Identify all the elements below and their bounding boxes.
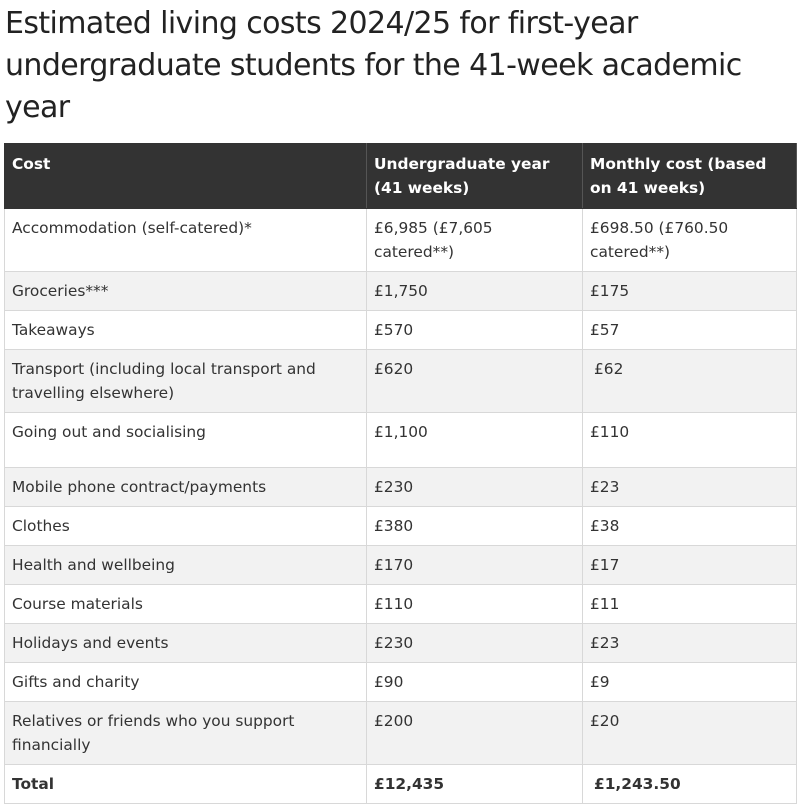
table-row: Going out and socialising £1,100 £110 [4, 412, 797, 468]
cost-label: Mobile phone contract/payments [4, 467, 367, 507]
total-year-cost: £12,435 [366, 764, 583, 804]
table-row: Health and wellbeing £170 £17 [4, 545, 797, 585]
cost-label: Course materials [4, 584, 367, 624]
table-row: Accommodation (self-catered)* £6,985 (£7… [4, 208, 797, 272]
monthly-cost: £698.50 (£760.50 catered**) [582, 208, 797, 272]
cost-label: Takeaways [4, 310, 367, 350]
cost-label: Clothes [4, 506, 367, 546]
monthly-cost: £11 [582, 584, 797, 624]
total-monthly-value: £1,243.50 [594, 775, 681, 793]
monthly-cost: £17 [582, 545, 797, 585]
cost-label: Holidays and events [4, 623, 367, 663]
monthly-cost: £57 [582, 310, 797, 350]
year-cost: £620 [366, 349, 583, 413]
monthly-cost: £175 [582, 271, 797, 311]
year-cost: £230 [366, 623, 583, 663]
cost-label: Gifts and charity [4, 662, 367, 702]
monthly-cost-value: £62 [594, 360, 624, 378]
cost-label: Groceries*** [4, 271, 367, 311]
cost-label: Transport (including local transport and… [4, 349, 367, 413]
total-label: Total [4, 764, 367, 804]
monthly-cost: £20 [582, 701, 797, 765]
monthly-cost: £23 [582, 467, 797, 507]
year-cost: £1,100 [366, 412, 583, 468]
year-cost: £1,750 [366, 271, 583, 311]
table-header-row: Cost Undergraduate year (41 weeks) Month… [4, 143, 797, 209]
table-row: Takeaways £570 £57 [4, 310, 797, 350]
monthly-cost: £23 [582, 623, 797, 663]
page-title: Estimated living costs 2024/25 for first… [5, 6, 742, 125]
year-cost: £570 [366, 310, 583, 350]
cost-label: Accommodation (self-catered)* [4, 208, 367, 272]
monthly-cost: £9 [582, 662, 797, 702]
cost-label: Going out and socialising [4, 412, 367, 468]
monthly-cost: £110 [582, 412, 797, 468]
cost-label: Health and wellbeing [4, 545, 367, 585]
year-cost: £230 [366, 467, 583, 507]
living-costs-table: Cost Undergraduate year (41 weeks) Month… [4, 143, 797, 804]
table-row: Clothes £380 £38 [4, 506, 797, 546]
year-cost: £90 [366, 662, 583, 702]
column-header-cost: Cost [4, 143, 367, 209]
monthly-cost: £62 [582, 349, 797, 413]
table-row: Relatives or friends who you support fin… [4, 701, 797, 765]
table-row: Groceries*** £1,750 £175 [4, 271, 797, 311]
table-row: Course materials £110 £11 [4, 584, 797, 624]
cost-label: Relatives or friends who you support fin… [4, 701, 367, 765]
year-cost: £110 [366, 584, 583, 624]
column-header-monthly: Monthly cost (based on 41 weeks) [582, 143, 797, 209]
table-row: Holidays and events £230 £23 [4, 623, 797, 663]
table-row: Transport (including local transport and… [4, 349, 797, 413]
table-row: Gifts and charity £90 £9 [4, 662, 797, 702]
total-row: Total £12,435 £1,243.50 [4, 764, 797, 804]
table-row: Mobile phone contract/payments £230 £23 [4, 467, 797, 507]
year-cost: £380 [366, 506, 583, 546]
monthly-cost: £38 [582, 506, 797, 546]
year-cost: £170 [366, 545, 583, 585]
column-header-year: Undergraduate year (41 weeks) [366, 143, 583, 209]
year-cost: £200 [366, 701, 583, 765]
year-cost: £6,985 (£7,605 catered**) [366, 208, 583, 272]
total-monthly-cost: £1,243.50 [582, 764, 797, 804]
